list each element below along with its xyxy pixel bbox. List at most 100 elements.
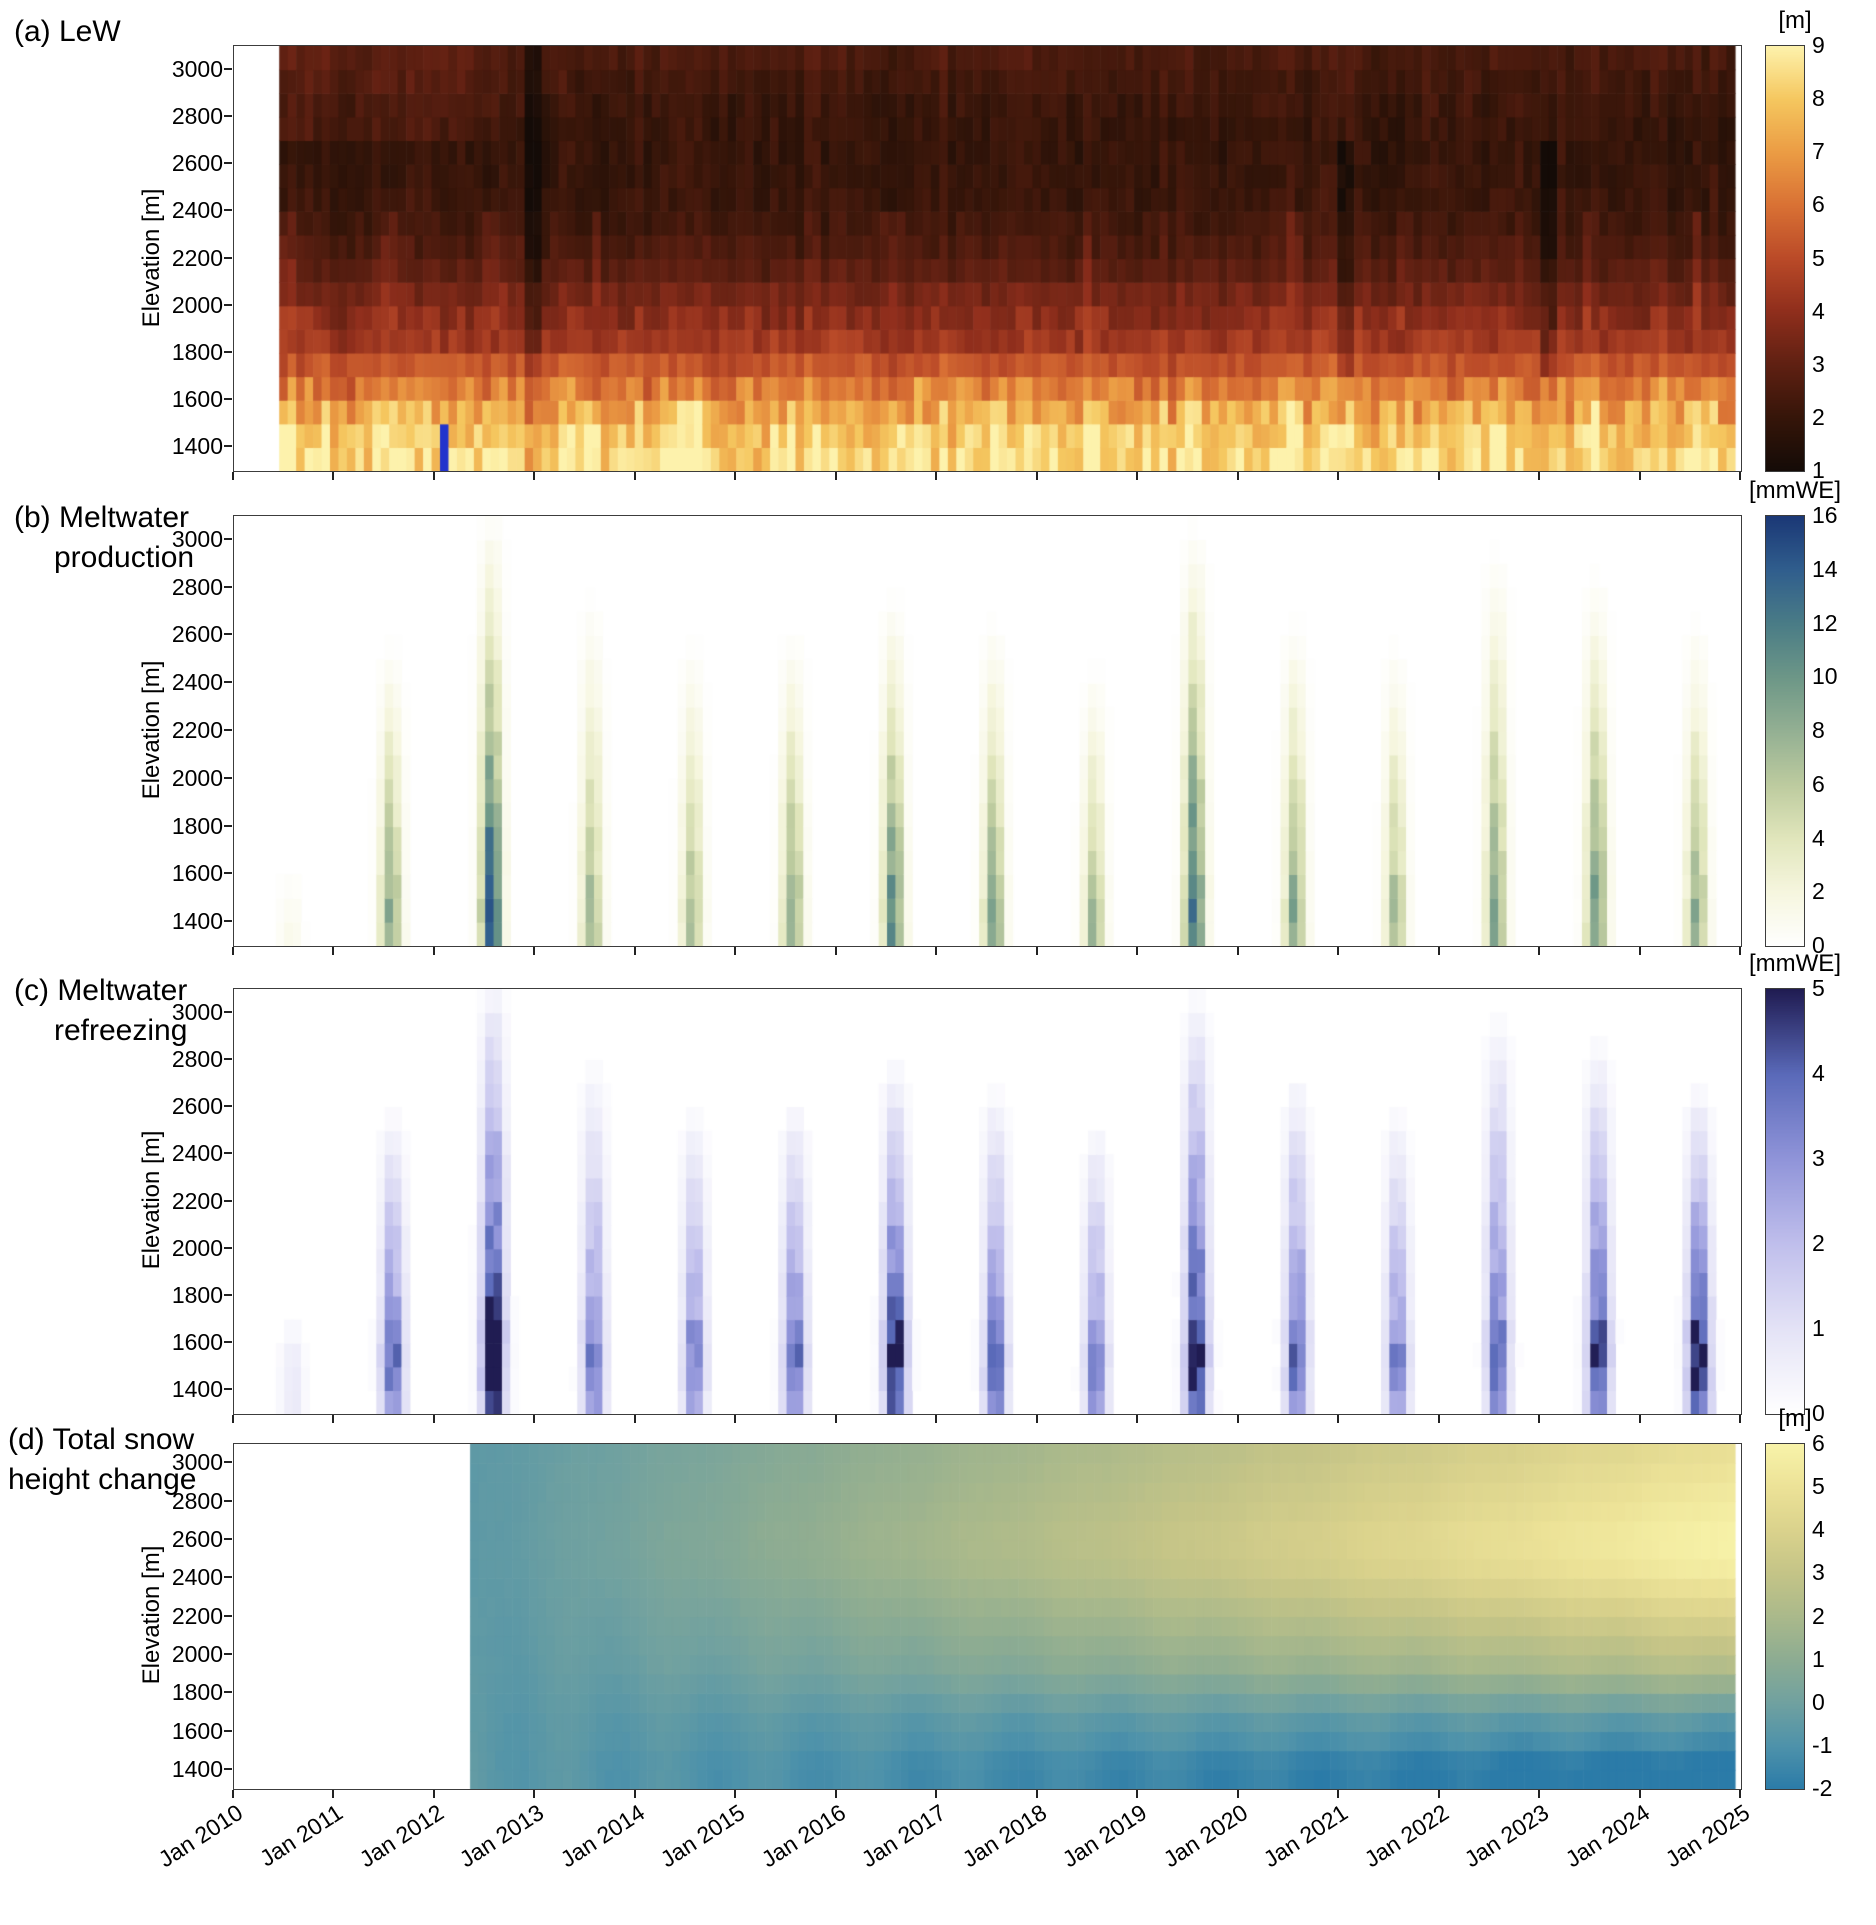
panel-c-title-line2: refreezing	[54, 1014, 188, 1047]
x-tick-mark	[1538, 1790, 1541, 1798]
colorbar-a-tick-label: 1	[1812, 457, 1825, 483]
x-tick-mark	[1739, 472, 1741, 480]
y-tick-mark	[224, 1537, 232, 1540]
y-tick-label-d-2200: 2200	[171, 1602, 223, 1629]
y-tick-label-a-3000: 3000	[171, 55, 223, 82]
colorbar-a	[1765, 45, 1805, 472]
y-tick-mark	[224, 398, 232, 401]
y-tick-label-c-1400: 1400	[171, 1376, 223, 1403]
colorbar-a-tick-label: 9	[1812, 32, 1825, 58]
x-tick-mark	[1538, 947, 1541, 955]
colorbar-a-tick-label: 2	[1812, 403, 1825, 430]
x-tick-mark	[834, 947, 837, 955]
y-tick-mark	[224, 681, 232, 684]
x-tick-mark	[1337, 1790, 1340, 1798]
x-tick-mark	[1035, 947, 1038, 955]
colorbar-d-tick-label: -1	[1812, 1731, 1833, 1758]
colorbar-b	[1765, 515, 1805, 947]
colorbar-a-unit: [m]	[1778, 7, 1812, 34]
x-tick-mark	[633, 472, 636, 480]
colorbar-d-tick-label: 5	[1812, 1473, 1825, 1500]
y-tick-mark	[224, 350, 232, 353]
x-tick-mark	[935, 1415, 938, 1423]
y-tick-label-a-2200: 2200	[171, 244, 223, 271]
colorbar-a-tick-label: 3	[1812, 350, 1825, 377]
y-tick-mark	[224, 872, 232, 875]
x-tick-mark	[1337, 947, 1340, 955]
y-tick-label-a-2800: 2800	[171, 102, 223, 129]
colorbar-b-tick-label: 0	[1812, 932, 1825, 958]
y-tick-mark	[224, 633, 232, 636]
colorbar-a-tick-label: 7	[1812, 138, 1825, 165]
panel-d-title: (d) Total snow height change	[8, 1420, 197, 1500]
heatmap-a-lew	[233, 45, 1742, 472]
colorbar-b-tick-label: 6	[1812, 770, 1825, 797]
x-tick-mark	[1236, 947, 1239, 955]
y-tick-mark	[224, 824, 232, 827]
y-tick-label-a-2600: 2600	[171, 150, 223, 177]
y-tick-mark	[224, 1057, 232, 1060]
x-tick-mark	[734, 472, 737, 480]
y-tick-label-d-2600: 2600	[171, 1525, 223, 1552]
x-tick-mark	[1136, 1790, 1139, 1798]
colorbar-b-tick-label: 12	[1812, 609, 1838, 636]
y-tick-mark	[224, 1729, 232, 1732]
y-tick-label-c-2200: 2200	[171, 1187, 223, 1214]
heatmap-c-meltwater-refreezing	[233, 988, 1742, 1415]
y-tick-label-c-2000: 2000	[171, 1234, 223, 1261]
x-tick-mark	[633, 947, 636, 955]
colorbar-a-tick-label: 4	[1812, 297, 1825, 324]
y-tick-mark	[224, 1614, 232, 1617]
colorbar-d-tick-label: 1	[1812, 1645, 1825, 1672]
y-tick-label-d-1800: 1800	[171, 1679, 223, 1706]
colorbar-a-tick-label: 5	[1812, 244, 1825, 271]
y-tick-label-c-3000: 3000	[171, 998, 223, 1025]
panel-d-title-line1: (d) Total snow	[8, 1423, 195, 1456]
x-tick-mark	[1236, 472, 1239, 480]
y-tick-label-c-1800: 1800	[171, 1281, 223, 1308]
x-tick-mark	[232, 472, 234, 480]
colorbar-c	[1765, 988, 1805, 1415]
x-tick-mark	[834, 472, 837, 480]
y-tick-label-d-2400: 2400	[171, 1564, 223, 1591]
colorbar-b-tick-label: 4	[1812, 824, 1825, 851]
y-tick-label-a-1400: 1400	[171, 433, 223, 460]
y-tick-mark	[224, 1010, 232, 1013]
x-tick-mark	[1538, 472, 1541, 480]
x-tick-mark	[1739, 947, 1741, 955]
colorbar-d-tick-label: 0	[1812, 1688, 1825, 1715]
panel-b-title: (b) Meltwater production	[14, 498, 194, 578]
x-tick-mark	[1236, 1415, 1239, 1423]
x-tick-mark	[935, 1790, 938, 1798]
y-tick-mark	[224, 1152, 232, 1155]
panel-b-title-line1: (b) Meltwater	[14, 501, 190, 534]
y-tick-mark	[224, 1341, 232, 1344]
y-tick-label-d-3000: 3000	[171, 1449, 223, 1476]
colorbar-a-tick-label: 6	[1812, 191, 1825, 218]
heatmap-b-meltwater-production	[233, 515, 1742, 947]
x-tick-mark	[734, 947, 737, 955]
x-tick-mark	[1236, 1790, 1239, 1798]
x-tick-mark	[332, 1415, 335, 1423]
x-tick-mark	[1437, 947, 1440, 955]
x-tick-mark	[332, 1790, 335, 1798]
y-tick-mark	[224, 162, 232, 165]
x-tick-mark	[332, 472, 335, 480]
colorbar-c-tick-label: 5	[1812, 975, 1825, 1001]
y-tick-mark	[224, 209, 232, 212]
x-tick-mark	[633, 1790, 636, 1798]
colorbar-d	[1765, 1443, 1805, 1790]
y-tick-mark	[224, 445, 232, 448]
y-tick-mark	[224, 920, 232, 923]
y-tick-mark	[224, 1461, 232, 1464]
colorbar-c-unit: [mmWE]	[1749, 950, 1841, 977]
x-tick-mark	[1739, 1790, 1741, 1798]
y-tick-mark	[224, 1499, 232, 1502]
x-tick-mark	[1035, 1415, 1038, 1423]
y-tick-mark	[224, 776, 232, 779]
y-tick-label-c-1600: 1600	[171, 1329, 223, 1356]
y-tick-mark	[224, 1388, 232, 1391]
y-tick-mark	[224, 256, 232, 259]
colorbar-b-tick-label: 16	[1812, 502, 1838, 528]
